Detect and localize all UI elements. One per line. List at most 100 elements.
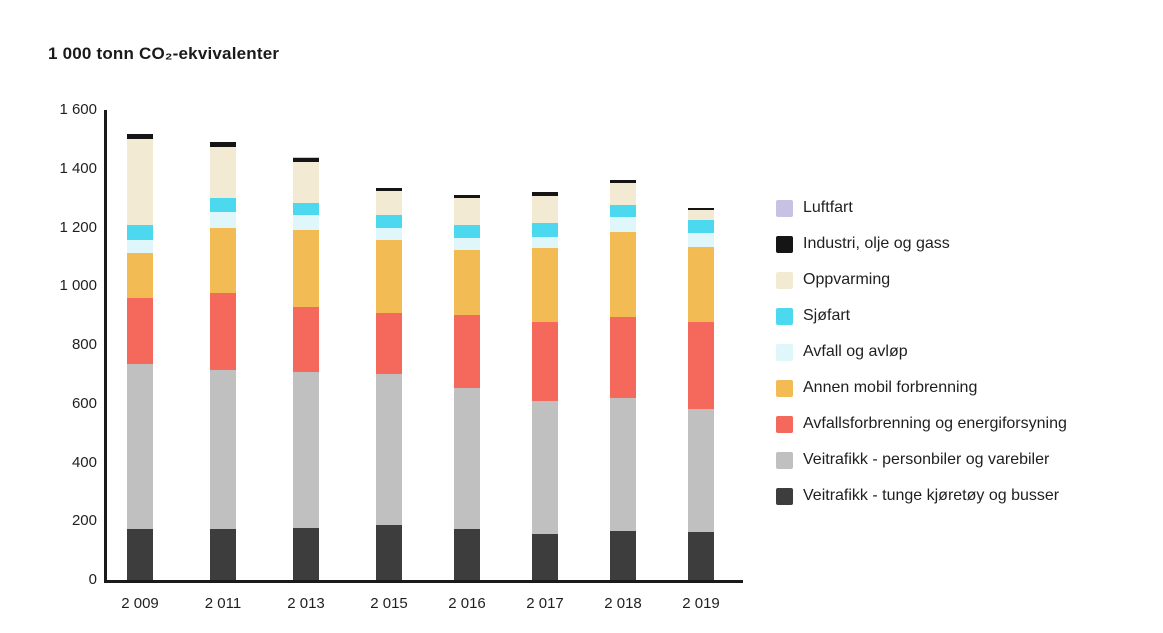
- bar-segment[interactable]: [127, 133, 153, 135]
- bar-segment[interactable]: [376, 524, 402, 580]
- bar-2009[interactable]: [127, 133, 153, 580]
- bar-segment[interactable]: [376, 188, 402, 192]
- bar-segment[interactable]: [688, 208, 714, 211]
- bar-2019[interactable]: [688, 207, 714, 580]
- bar-segment[interactable]: [293, 157, 319, 158]
- legend-label: Avfall og avløp: [803, 343, 908, 360]
- bar-segment[interactable]: [210, 142, 236, 148]
- y-tick-label: 1 000: [59, 277, 97, 295]
- bar-segment[interactable]: [293, 202, 319, 215]
- bar-segment[interactable]: [454, 387, 480, 529]
- bar-segment[interactable]: [454, 194, 480, 196]
- bar-2015[interactable]: [376, 187, 402, 580]
- bar-segment[interactable]: [688, 207, 714, 209]
- bar-segment[interactable]: [688, 220, 714, 234]
- bar-segment[interactable]: [376, 191, 402, 216]
- bar-segment[interactable]: [293, 214, 319, 230]
- bar-segment[interactable]: [454, 250, 480, 316]
- bar-segment[interactable]: [688, 531, 714, 580]
- bar-segment[interactable]: [127, 240, 153, 254]
- bar-segment[interactable]: [210, 197, 236, 212]
- legend-label: Avfallsforbrenning og energiforsyning: [803, 415, 1067, 432]
- bar-segment[interactable]: [610, 205, 636, 218]
- legend-item[interactable]: Oppvarming: [776, 262, 1067, 298]
- bar-segment[interactable]: [293, 161, 319, 203]
- bar-segment[interactable]: [210, 528, 236, 580]
- legend-item[interactable]: Industri, olje og gass: [776, 226, 1067, 262]
- bar-segment[interactable]: [688, 322, 714, 409]
- legend-item[interactable]: Annen mobil forbrenning: [776, 370, 1067, 406]
- legend-swatch-icon: [776, 235, 793, 253]
- bar-segment[interactable]: [376, 373, 402, 525]
- bar-segment[interactable]: [376, 215, 402, 229]
- bar-segment[interactable]: [454, 225, 480, 239]
- bar-segment[interactable]: [532, 533, 558, 580]
- bar-segment[interactable]: [688, 210, 714, 221]
- bar-segment[interactable]: [127, 253, 153, 299]
- bar-segment[interactable]: [127, 134, 153, 140]
- bar-segment[interactable]: [688, 247, 714, 323]
- y-tick-label: 600: [71, 394, 97, 412]
- bar-segment[interactable]: [210, 141, 236, 143]
- bar-2018[interactable]: [610, 179, 636, 580]
- x-tick-label: 2 018: [604, 595, 642, 612]
- bar-segment[interactable]: [610, 398, 636, 531]
- bar-segment[interactable]: [532, 237, 558, 249]
- bar-segment[interactable]: [127, 529, 153, 580]
- bar-segment[interactable]: [532, 400, 558, 534]
- bar-segment[interactable]: [532, 196, 558, 224]
- bar-segment[interactable]: [610, 317, 636, 399]
- bar-segment[interactable]: [454, 198, 480, 226]
- bar-segment[interactable]: [210, 369, 236, 529]
- legend-swatch-icon: [776, 199, 793, 217]
- bar-segment[interactable]: [127, 298, 153, 364]
- bar-segment[interactable]: [532, 191, 558, 193]
- legend-item[interactable]: Veitrafikk - personbiler og varebiler: [776, 442, 1067, 478]
- bar-segment[interactable]: [293, 527, 319, 580]
- x-tick-label: 2 019: [682, 595, 720, 612]
- bar-2013[interactable]: [293, 157, 319, 580]
- bar-segment[interactable]: [210, 147, 236, 198]
- bar-segment[interactable]: [688, 408, 714, 532]
- bar-segment[interactable]: [376, 240, 402, 314]
- y-axis-line: [104, 110, 107, 583]
- legend-item[interactable]: Avfall og avløp: [776, 334, 1067, 370]
- bar-segment[interactable]: [610, 180, 636, 184]
- bar-segment[interactable]: [610, 183, 636, 206]
- bar-segment[interactable]: [454, 195, 480, 199]
- bar-segment[interactable]: [210, 292, 236, 370]
- bar-segment[interactable]: [376, 187, 402, 189]
- bar-segment[interactable]: [293, 157, 319, 162]
- bar-segment[interactable]: [127, 225, 153, 241]
- legend-item[interactable]: Veitrafikk - tunge kjøretøy og busser: [776, 478, 1067, 514]
- bar-2011[interactable]: [210, 141, 236, 580]
- bar-segment[interactable]: [210, 227, 236, 293]
- bar-segment[interactable]: [454, 315, 480, 388]
- bar-2017[interactable]: [532, 191, 558, 580]
- bar-segment[interactable]: [532, 223, 558, 238]
- bar-segment[interactable]: [532, 192, 558, 197]
- legend-item[interactable]: Sjøfart: [776, 298, 1067, 334]
- bar-segment[interactable]: [376, 313, 402, 374]
- bar-segment[interactable]: [293, 372, 319, 528]
- bar-2016[interactable]: [454, 194, 480, 580]
- x-tick-label: 2 011: [204, 595, 242, 612]
- bar-segment[interactable]: [127, 139, 153, 226]
- legend-item[interactable]: Avfallsforbrenning og energiforsyning: [776, 406, 1067, 442]
- legend-item[interactable]: Luftfart: [776, 190, 1067, 226]
- bar-segment[interactable]: [532, 322, 558, 401]
- legend-label: Oppvarming: [803, 271, 891, 288]
- bar-segment[interactable]: [293, 229, 319, 308]
- bar-segment[interactable]: [532, 248, 558, 323]
- bar-segment[interactable]: [454, 238, 480, 251]
- bar-segment[interactable]: [610, 530, 636, 580]
- bar-segment[interactable]: [688, 233, 714, 248]
- bar-segment[interactable]: [454, 528, 480, 580]
- bar-segment[interactable]: [610, 232, 636, 318]
- bar-segment[interactable]: [610, 217, 636, 233]
- bar-segment[interactable]: [293, 307, 319, 373]
- bar-segment[interactable]: [376, 228, 402, 241]
- bar-segment[interactable]: [210, 211, 236, 228]
- bar-segment[interactable]: [127, 363, 153, 530]
- bar-segment[interactable]: [610, 179, 636, 181]
